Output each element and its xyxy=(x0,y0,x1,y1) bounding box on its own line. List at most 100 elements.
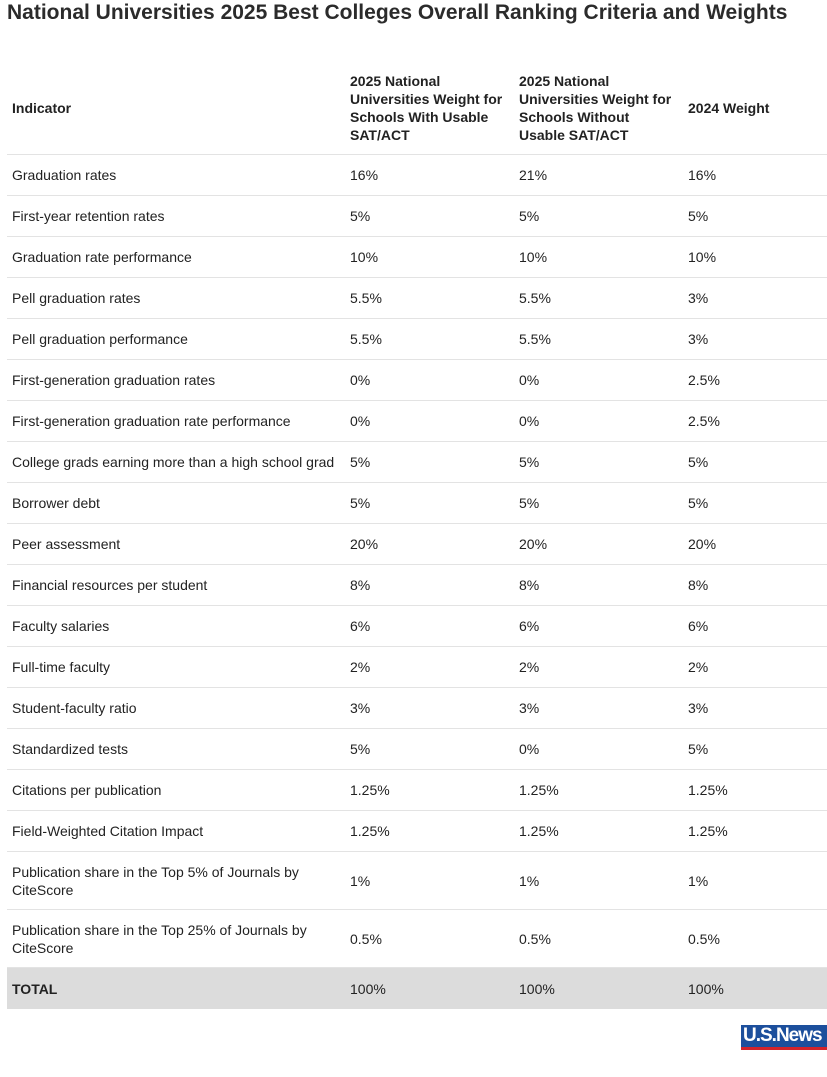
column-header: 2025 National Universities Weight for Sc… xyxy=(345,62,514,155)
weight-cell: 5% xyxy=(514,441,683,483)
weight-cell: 5% xyxy=(514,482,683,524)
weight-cell: 6% xyxy=(683,605,827,647)
weight-cell: 5% xyxy=(345,195,514,237)
weight-cell: 0.5% xyxy=(683,909,827,968)
table-row: First-year retention rates 5% 5% 5% xyxy=(7,195,827,237)
table-row: Citations per publication 1.25% 1.25% 1.25% xyxy=(7,769,827,811)
weight-cell: 2.5% xyxy=(683,359,827,401)
weight-cell: 1% xyxy=(345,851,514,910)
weight-cell: 10% xyxy=(345,236,514,278)
indicator-cell: Student-faculty ratio xyxy=(7,687,345,729)
weight-cell: 6% xyxy=(514,605,683,647)
indicator-cell: First-generation graduation rates xyxy=(7,359,345,401)
weight-cell: 1% xyxy=(683,851,827,910)
weight-cell: 5.5% xyxy=(345,277,514,319)
column-header: 2024 Weight xyxy=(683,62,827,155)
weight-cell: 3% xyxy=(683,318,827,360)
total-row: TOTAL 100% 100% 100% xyxy=(7,967,827,1009)
weight-cell: 8% xyxy=(683,564,827,606)
indicator-cell: Publication share in the Top 25% of Jour… xyxy=(7,909,345,968)
weights-table: Indicator 2025 National Universities Weig… xyxy=(7,62,827,1009)
weight-cell: 10% xyxy=(683,236,827,278)
weight-cell: 5% xyxy=(683,441,827,483)
page-title: National Universities 2025 Best Colleges… xyxy=(7,1,788,24)
table-row: Faculty salaries 6% 6% 6% xyxy=(7,605,827,647)
weight-cell: 8% xyxy=(514,564,683,606)
table-row: Field-Weighted Citation Impact 1.25% 1.25%… xyxy=(7,810,827,852)
weight-cell: 8% xyxy=(345,564,514,606)
column-header: Indicator xyxy=(7,62,345,155)
weight-cell: 5.5% xyxy=(514,277,683,319)
indicator-cell: Faculty salaries xyxy=(7,605,345,647)
weight-cell: 5% xyxy=(514,195,683,237)
weight-cell: 1% xyxy=(514,851,683,910)
table-row: Full-time faculty 2% 2% 2% xyxy=(7,646,827,688)
weight-cell: 20% xyxy=(683,523,827,565)
weight-cell: 0% xyxy=(345,400,514,442)
weight-cell: 0% xyxy=(514,359,683,401)
weight-cell: 2% xyxy=(683,646,827,688)
weight-cell: 3% xyxy=(683,687,827,729)
weight-cell: 2% xyxy=(514,646,683,688)
weight-cell: 0% xyxy=(514,728,683,770)
indicator-cell: Graduation rate performance xyxy=(7,236,345,278)
total-cell: 100% xyxy=(514,967,683,1009)
weight-cell: 1.25% xyxy=(683,810,827,852)
weight-cell: 3% xyxy=(345,687,514,729)
table-row: Student-faculty ratio 3% 3% 3% xyxy=(7,687,827,729)
table-row: Financial resources per student 8% 8% 8% xyxy=(7,564,827,606)
indicator-cell: Financial resources per student xyxy=(7,564,345,606)
column-header: 2025 National Universities Weight for Sc… xyxy=(514,62,683,155)
indicator-cell: Graduation rates xyxy=(7,154,345,196)
table-row: Graduation rate performance 10% 10% 10% xyxy=(7,236,827,278)
weight-cell: 5% xyxy=(683,482,827,524)
weight-cell: 1.25% xyxy=(345,810,514,852)
indicator-cell: Pell graduation performance xyxy=(7,318,345,360)
indicator-cell: Field-Weighted Citation Impact xyxy=(7,810,345,852)
weight-cell: 0.5% xyxy=(345,909,514,968)
table-row: First-generation graduation rates 0% 0% 2.5… xyxy=(7,359,827,401)
indicator-cell: Citations per publication xyxy=(7,769,345,811)
weight-cell: 5% xyxy=(345,482,514,524)
indicator-cell: Pell graduation rates xyxy=(7,277,345,319)
weight-cell: 16% xyxy=(683,154,827,196)
table-row: Peer assessment 20% 20% 20% xyxy=(7,523,827,565)
weight-cell: 3% xyxy=(514,687,683,729)
logo: U.S.News xyxy=(741,1025,827,1050)
weight-cell: 5.5% xyxy=(514,318,683,360)
table-row: Graduation rates 16% 21% 16% xyxy=(7,154,827,196)
table-row: Standardized tests 5% 0% 5% xyxy=(7,728,827,770)
logo-text: U.S.News xyxy=(743,1025,823,1046)
table-row: Publication share in the Top 25% of Jour… xyxy=(7,909,827,968)
total-cell: 100% xyxy=(345,967,514,1009)
table-row: College grads earning more than a high s… xyxy=(7,441,827,483)
weight-cell: 1.25% xyxy=(683,769,827,811)
weight-cell: 2.5% xyxy=(683,400,827,442)
weight-cell: 3% xyxy=(683,277,827,319)
weight-cell: 5% xyxy=(345,441,514,483)
header-row: Indicator 2025 National Universities Weig… xyxy=(7,62,827,155)
weight-cell: 5% xyxy=(683,195,827,237)
indicator-cell: Peer assessment xyxy=(7,523,345,565)
weight-cell: 0% xyxy=(345,359,514,401)
weight-cell: 0% xyxy=(514,400,683,442)
weight-cell: 21% xyxy=(514,154,683,196)
table-row: First-generation graduation rate perform… xyxy=(7,400,827,442)
weight-cell: 1.25% xyxy=(514,769,683,811)
indicator-cell: College grads earning more than a high s… xyxy=(7,441,345,483)
weight-cell: 10% xyxy=(514,236,683,278)
weight-cell: 6% xyxy=(345,605,514,647)
weight-cell: 20% xyxy=(345,523,514,565)
weight-cell: 16% xyxy=(345,154,514,196)
indicator-cell: Publication share in the Top 5% of Journ… xyxy=(7,851,345,910)
weight-cell: 20% xyxy=(514,523,683,565)
weight-cell: 1.25% xyxy=(514,810,683,852)
table-row: Pell graduation rates 5.5% 5.5% 3% xyxy=(7,277,827,319)
total-label: TOTAL xyxy=(7,967,345,1009)
weight-cell: 5% xyxy=(345,728,514,770)
weight-cell: 1.25% xyxy=(345,769,514,811)
indicator-cell: Standardized tests xyxy=(7,728,345,770)
indicator-cell: First-year retention rates xyxy=(7,195,345,237)
table-row: Borrower debt 5% 5% 5% xyxy=(7,482,827,524)
